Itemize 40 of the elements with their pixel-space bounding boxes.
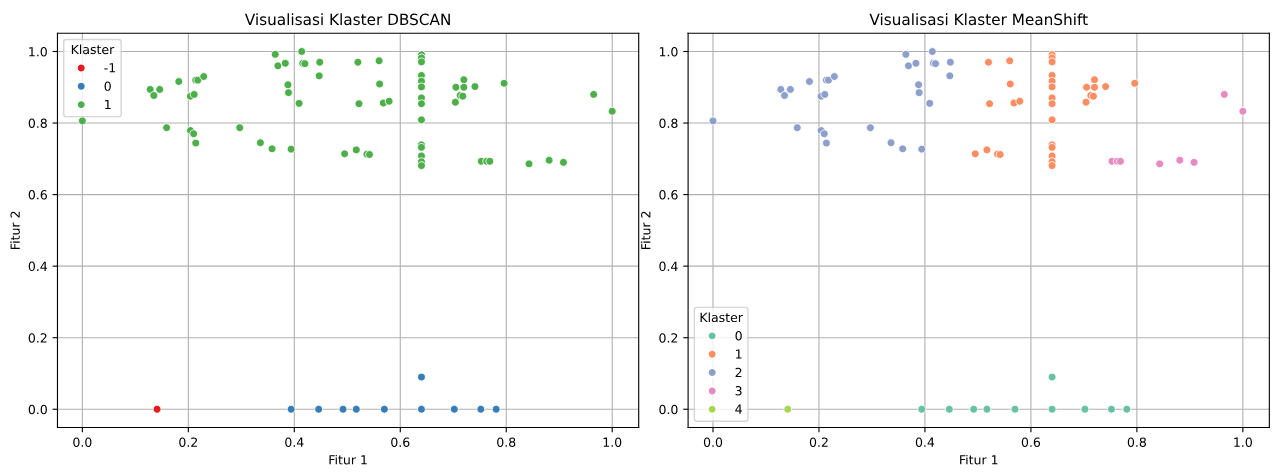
legend-label: 0: [735, 330, 742, 341]
y-axis-title: Fitur 2: [640, 211, 651, 249]
legend-label: 3: [735, 386, 742, 396]
x-tick-label: 0.0: [73, 437, 92, 447]
y-tick-label: 1.0: [29, 46, 47, 57]
chart-title: Visualisasi Klaster MeanShift: [869, 13, 1088, 26]
y-axis-title: Fitur 2: [10, 211, 20, 249]
legend-label: 0: [104, 81, 111, 91]
y-tick-label: 0.2: [659, 333, 678, 343]
x-axis-title: Fitur 1: [329, 454, 367, 465]
legend-title: Klaster: [71, 44, 115, 55]
legend-label: -1: [104, 63, 116, 73]
x-tick-label: 0.2: [179, 437, 198, 447]
y-tick-label: 0.0: [659, 404, 678, 415]
y-tick-label: 0.0: [28, 404, 47, 415]
y-tick-label: 1.0: [659, 46, 678, 57]
y-tick-label: 0.6: [28, 190, 47, 200]
x-tick-label: 1.0: [1234, 437, 1252, 447]
x-tick-label: 0.2: [809, 437, 828, 447]
y-tick-label: 0.8: [28, 118, 47, 128]
x-tick-label: 0.8: [1127, 437, 1146, 447]
legend-label: 4: [735, 404, 742, 414]
y-tick-label: 0.8: [659, 118, 678, 128]
x-tick-label: 1.0: [603, 437, 622, 447]
x-axis-title: Fitur 1: [960, 454, 998, 465]
x-tick-label: 0.4: [285, 437, 304, 447]
legend-title: Klaster: [700, 312, 743, 323]
y-tick-label: 0.2: [28, 333, 47, 343]
x-tick-label: 0.0: [703, 437, 723, 447]
y-tick-label: 0.4: [659, 261, 678, 272]
y-tick-label: 0.6: [659, 190, 678, 200]
x-tick-label: 0.6: [1021, 437, 1041, 447]
x-tick-label: 0.4: [915, 437, 935, 447]
x-tick-label: 0.8: [497, 437, 516, 447]
legend-label: 1: [105, 99, 111, 110]
chart-title: Visualisasi Klaster DBSCAN: [244, 13, 450, 26]
y-tick-label: 0.4: [28, 261, 48, 272]
legend-label: 1: [736, 349, 742, 359]
legend-label: 2: [735, 367, 742, 377]
x-tick-label: 0.6: [391, 437, 410, 447]
